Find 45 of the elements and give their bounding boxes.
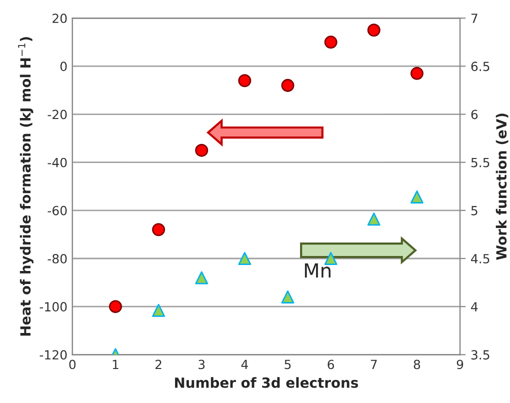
x-tick-label: 2 — [155, 360, 162, 369]
point — [195, 144, 208, 157]
point — [108, 300, 122, 314]
x-tick-label: 6 — [328, 360, 334, 370]
y-tick-label: -100 — [40, 302, 67, 312]
point — [281, 78, 294, 92]
x-tick-label: 0 — [69, 360, 76, 370]
x-axis-title: Number of 3d electrons — [175, 377, 358, 388]
point — [410, 66, 424, 80]
y2-tick-label: 4 — [471, 302, 478, 312]
y-tick-label: 20 — [52, 14, 67, 24]
y2-tick-label: 5 — [471, 206, 478, 216]
point — [195, 271, 208, 284]
y2-axis-title: Work function (eV) — [496, 114, 508, 260]
y2-tick-label: 3.5 — [471, 350, 490, 360]
point — [238, 74, 252, 88]
y-axis-title: Heat of hydride formation (kJ mol H$^{−1}$) — [18, 37, 34, 336]
x-tick-label: 3 — [198, 360, 205, 370]
y2-tick-label: 6 — [471, 110, 478, 120]
point — [281, 290, 294, 304]
point — [410, 190, 424, 204]
y-tick-label: -40 — [48, 158, 67, 168]
x-tick-label: 7 — [370, 360, 377, 369]
point — [367, 212, 380, 226]
y2-tick-label: 4.5 — [471, 254, 490, 264]
y2-tick-label: 7 — [471, 14, 478, 23]
x-tick-label: 1 — [112, 360, 118, 369]
y2-tick-label: 5.5 — [471, 158, 490, 168]
y-tick-label: -60 — [48, 206, 67, 216]
point — [367, 24, 380, 37]
x-tick-label: 8 — [414, 360, 420, 370]
x-tick-label: 9 — [456, 360, 464, 370]
annotation: Mn — [304, 263, 330, 278]
point — [238, 252, 252, 265]
point — [324, 36, 338, 49]
y-tick-label: 0 — [60, 62, 67, 72]
x-tick-label: 4 — [241, 360, 248, 369]
y-tick-label: -20 — [48, 110, 67, 120]
y2-tick-label: 6.5 — [471, 62, 490, 72]
y-tick-label: -80 — [48, 254, 67, 264]
point — [152, 223, 166, 236]
y-tick-label: -120 — [40, 350, 67, 360]
point — [324, 252, 338, 265]
point — [152, 304, 166, 317]
x-tick-label: 5 — [284, 360, 291, 370]
